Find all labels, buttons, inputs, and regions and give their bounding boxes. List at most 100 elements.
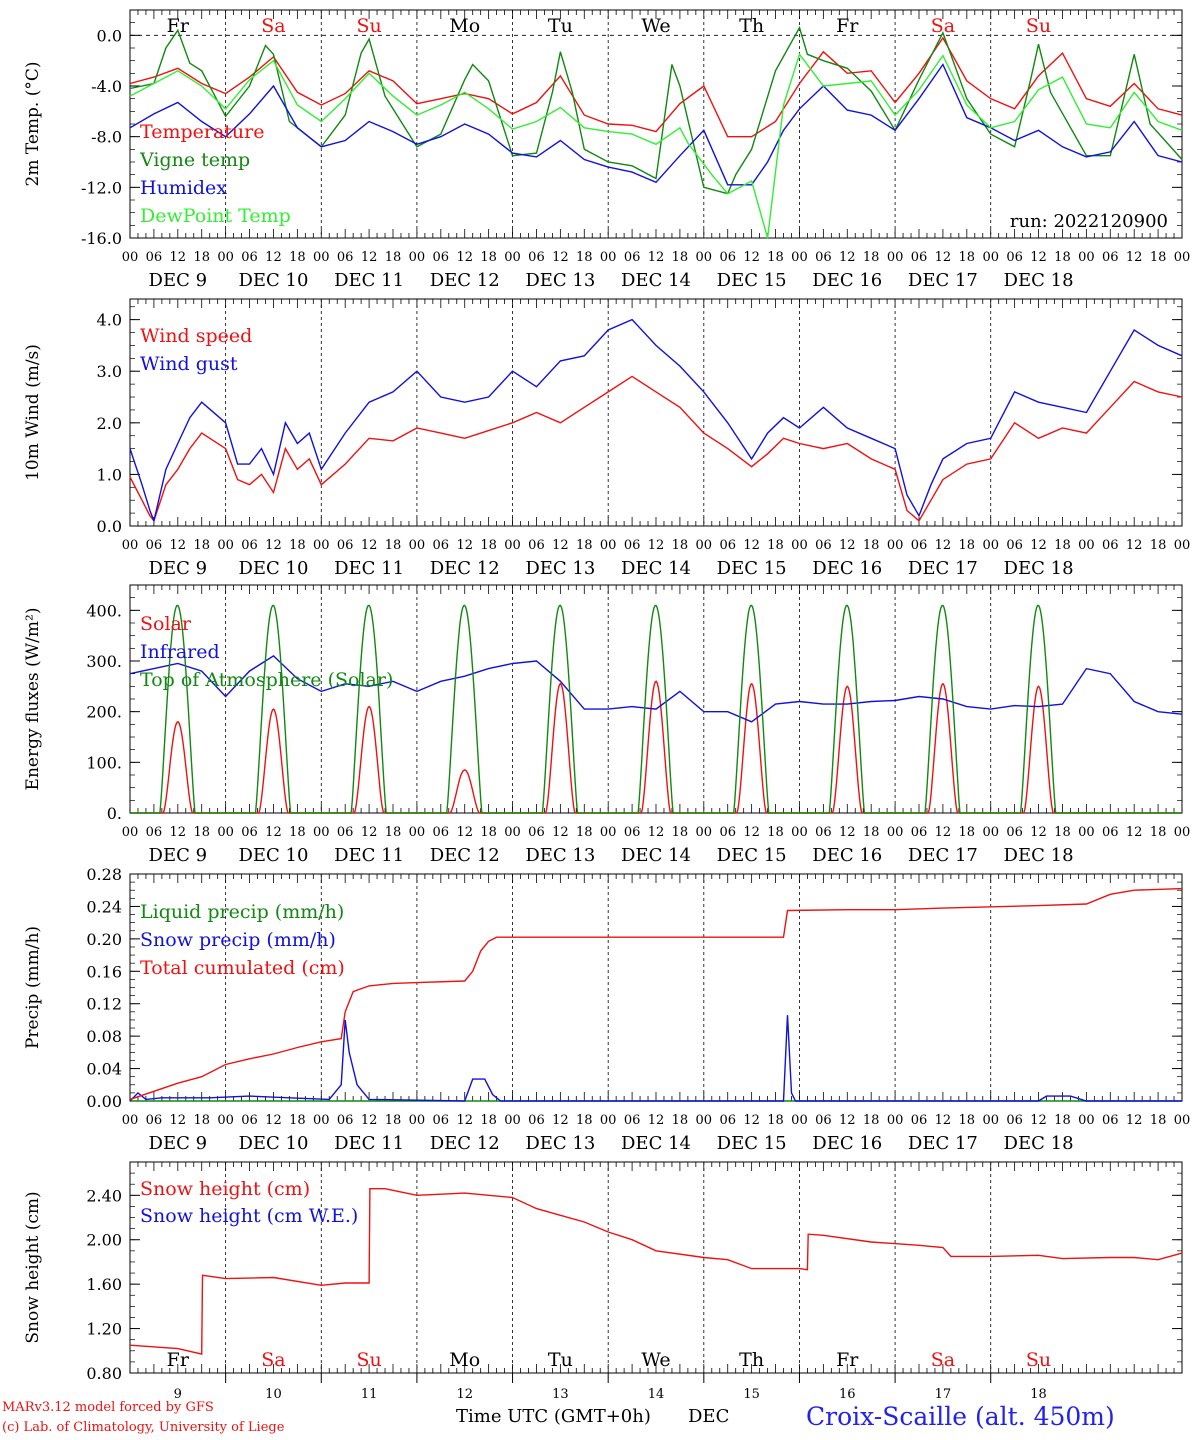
y-tick-label: 0.16 [86,962,122,981]
weekday-label: Fr [836,1349,859,1371]
hour-label: 00 [791,825,808,840]
hour-label: 06 [146,538,163,553]
hour-label: 06 [433,538,450,553]
day-label: DEC 14 [621,845,691,866]
day-label: DEC 10 [238,270,308,291]
x-axis-month: DEC [688,1406,730,1427]
hour-label: 18 [576,825,593,840]
series-line-blue [129,63,1183,186]
hour-label: 06 [433,825,450,840]
hour-label: 12 [170,250,187,265]
hour-label: 18 [1150,1113,1167,1128]
day-label: DEC 12 [430,845,500,866]
hour-label: 00 [982,1113,999,1128]
hour-label: 12 [552,538,569,553]
y-tick-label: 2.0 [97,414,122,433]
legend-entry: Total cumulated (cm) [140,957,345,979]
hour-label: 18 [1054,825,1071,840]
y-tick-label: 0.0 [97,26,122,45]
y-tick-label: 3.0 [97,362,122,381]
y-tick-label: -12.0 [81,178,122,197]
day-label: DEC 11 [334,845,404,866]
hour-label: 00 [122,825,139,840]
legend-entry: Liquid precip (mm/h) [140,901,344,923]
hour-label: 00 [982,250,999,265]
hour-label: 00 [122,538,139,553]
panel-3: 0. 100. 200. 300. 400. Energy fluxes (W/m²) 00… [23,584,1190,866]
hour-label: 00 [217,538,234,553]
hour-label: 12 [361,538,378,553]
hour-label: 00 [600,538,617,553]
hour-label: 12 [648,538,665,553]
hour-label: 18 [767,825,784,840]
legend-entry: DewPoint Temp [140,205,291,227]
hour-label: 06 [241,825,258,840]
hour-label: 12 [265,825,282,840]
hour-label: 00 [887,825,904,840]
hour-label: 12 [361,1113,378,1128]
hour-label: 12 [743,825,760,840]
hour-label: 00 [1174,250,1191,265]
hour-label: 06 [241,1113,258,1128]
hour-label: 18 [193,250,210,265]
hour-label: 00 [1174,538,1191,553]
y-tick-label: 1.0 [97,465,122,484]
day-number: 18 [1030,1387,1047,1402]
hour-label: 00 [600,825,617,840]
hour-label: 18 [385,538,402,553]
weekday-label: Th [739,15,764,37]
hour-label: 06 [624,825,641,840]
hour-label: 00 [696,250,713,265]
hour-label: 06 [815,1113,832,1128]
hour-label: 06 [528,538,545,553]
weekday-label: Sa [931,15,955,37]
hour-label: 18 [672,1113,689,1128]
y-tick-label: -16.0 [81,229,122,248]
hour-label: 06 [337,538,354,553]
hour-label: 00 [313,1113,330,1128]
day-label: DEC 18 [1004,1133,1074,1154]
hour-label: 06 [911,1113,928,1128]
hour-label: 00 [313,825,330,840]
hour-label: 06 [146,825,163,840]
hour-label: 18 [1150,538,1167,553]
hour-label: 00 [1078,538,1095,553]
hour-label: 00 [1078,1113,1095,1128]
hour-label: 00 [696,1113,713,1128]
y-tick-label: 0.08 [86,1027,122,1046]
hour-label: 06 [911,538,928,553]
y-tick-label: 200. [86,703,122,722]
hour-label: 00 [791,1113,808,1128]
hour-label: 06 [1006,1113,1023,1128]
series-line-red [130,680,1182,814]
day-label: DEC 15 [717,1133,787,1154]
hour-label: 06 [815,538,832,553]
weekday-label: Su [1026,1349,1051,1371]
hour-label: 06 [433,1113,450,1128]
legend-entry: Vigne temp [139,149,250,171]
day-label: DEC 14 [621,270,691,291]
hour-label: 12 [361,250,378,265]
hour-label: 18 [959,250,976,265]
weekday-label: Th [739,1349,764,1371]
day-number: 16 [839,1387,856,1402]
hour-label: 00 [1078,250,1095,265]
hour-label: 06 [337,825,354,840]
hour-label: 18 [289,250,306,265]
y-tick-label: 1.20 [86,1320,122,1339]
hour-label: 06 [1102,1113,1119,1128]
hour-label: 18 [959,825,976,840]
day-label: DEC 11 [334,270,404,291]
hour-label: 00 [409,538,426,553]
hour-label: 06 [337,1113,354,1128]
day-label: DEC 15 [717,845,787,866]
hour-label: 06 [241,538,258,553]
hour-label: 12 [1126,825,1143,840]
hour-label: 06 [1102,250,1119,265]
hour-label: 18 [767,538,784,553]
hour-label: 12 [1126,538,1143,553]
hour-label: 06 [1102,538,1119,553]
weekday-label: Su [356,15,381,37]
hour-label: 06 [337,250,354,265]
day-label: DEC 18 [1004,558,1074,579]
